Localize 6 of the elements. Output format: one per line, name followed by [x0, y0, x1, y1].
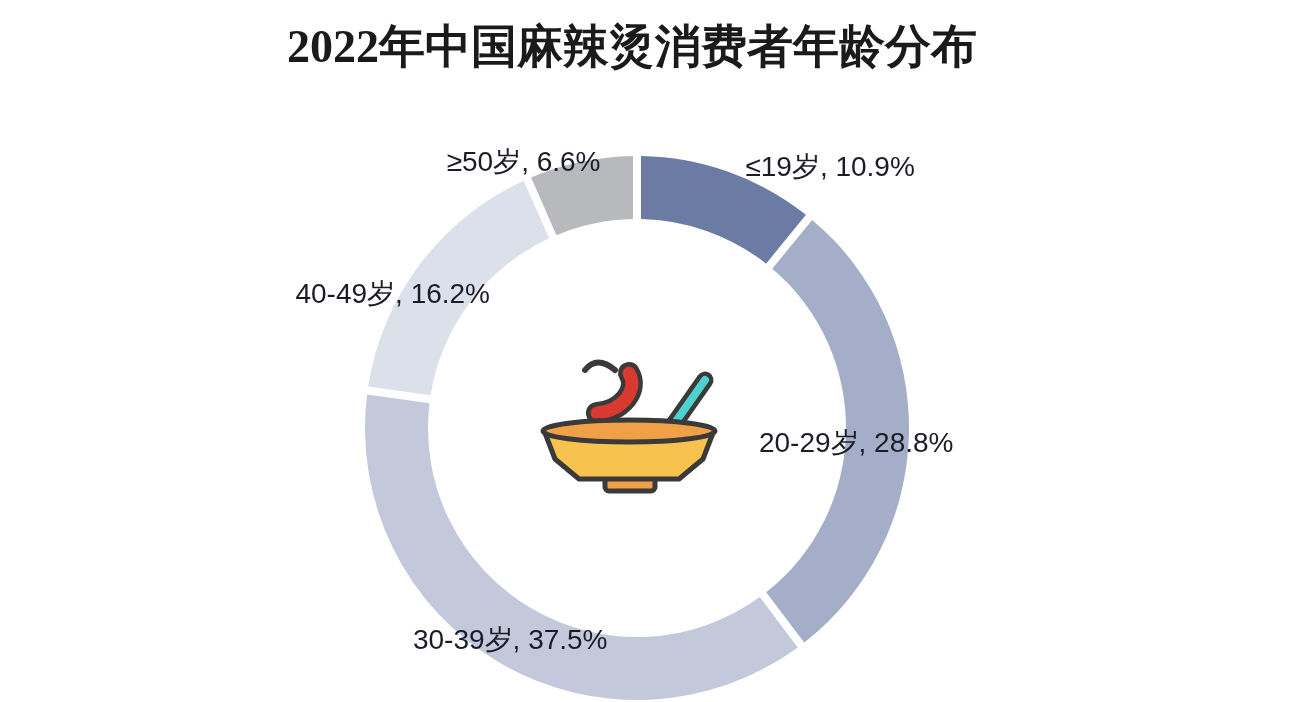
slice-label: 40-49岁, 16.2% [295, 277, 491, 309]
chart-title: 2022年中国麻辣烫消费者年龄分布 [287, 21, 977, 72]
slice-label: ≤19岁, 10.9% [745, 151, 915, 183]
slice-label: ≥50岁, 6.6% [446, 146, 601, 178]
slice-label: 20-29岁, 28.8% [758, 426, 954, 458]
slice-label: 30-39岁, 37.5% [412, 623, 608, 655]
